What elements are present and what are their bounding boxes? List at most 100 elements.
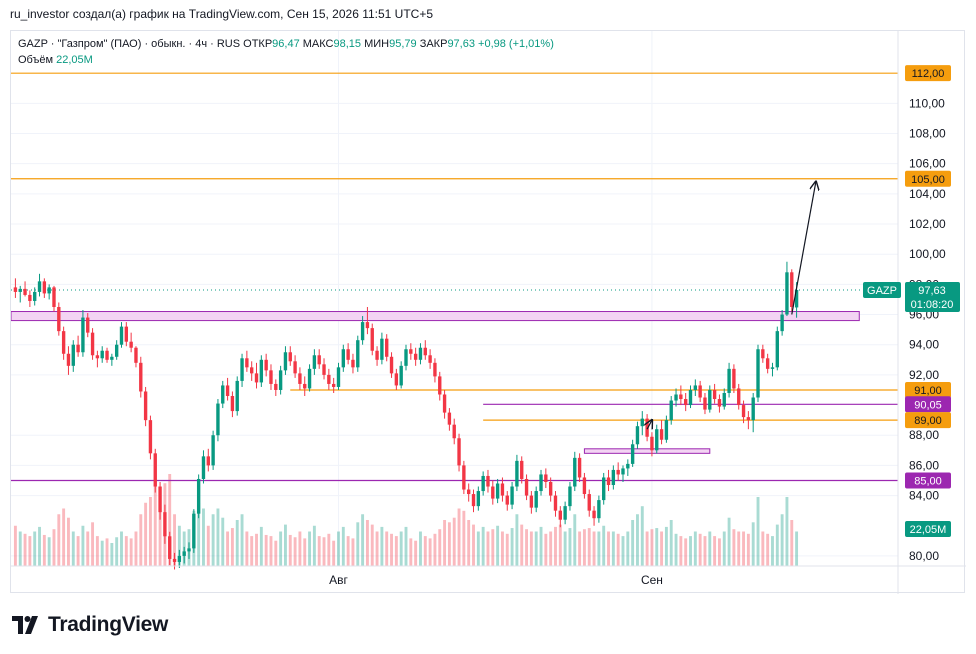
level-tag[interactable] xyxy=(905,396,951,413)
candle-body[interactable] xyxy=(76,344,80,353)
candle-body[interactable] xyxy=(669,400,673,421)
candle-body[interactable] xyxy=(582,477,587,495)
candle-body[interactable] xyxy=(630,444,635,464)
candle-body[interactable] xyxy=(225,385,230,397)
candle-body[interactable] xyxy=(394,373,399,386)
candle-body[interactable] xyxy=(606,477,611,486)
level-tag[interactable] xyxy=(905,472,951,489)
candle-body[interactable] xyxy=(148,420,153,454)
candle-body[interactable] xyxy=(254,373,259,383)
candle-body[interactable] xyxy=(81,317,85,353)
candle-body[interactable] xyxy=(452,424,456,439)
candle-body[interactable] xyxy=(462,465,466,490)
candle-body[interactable] xyxy=(57,307,61,332)
candle-body[interactable] xyxy=(336,367,341,387)
price-chart[interactable]: 80,0084,0086,0088,0092,0094,0096,0098,00… xyxy=(11,31,966,594)
candle-body[interactable] xyxy=(33,291,37,301)
candle-body[interactable] xyxy=(312,355,317,369)
candle-body[interactable] xyxy=(168,536,172,559)
candle-body[interactable] xyxy=(245,358,249,368)
candle-body[interactable] xyxy=(129,341,133,348)
candle-body[interactable] xyxy=(515,460,519,487)
candle-body[interactable] xyxy=(52,287,56,307)
candle-body[interactable] xyxy=(539,474,543,492)
candle-body[interactable] xyxy=(544,474,548,482)
candle-body[interactable] xyxy=(264,359,268,371)
candle-body[interactable] xyxy=(172,558,177,562)
candle-body[interactable] xyxy=(486,475,490,487)
candle-body[interactable] xyxy=(775,331,779,368)
candle-body[interactable] xyxy=(611,469,616,486)
support-zone[interactable] xyxy=(11,311,860,322)
candle-body[interactable] xyxy=(433,362,437,377)
candle-body[interactable] xyxy=(331,383,336,387)
candle-body[interactable] xyxy=(153,453,157,487)
candle-body[interactable] xyxy=(201,456,206,479)
tradingview-logo[interactable]: TradingView xyxy=(12,613,168,637)
candle-body[interactable] xyxy=(307,368,312,389)
candle-body[interactable] xyxy=(143,391,148,421)
candle-body[interactable] xyxy=(360,322,365,341)
candle-body[interactable] xyxy=(481,475,485,492)
candle-body[interactable] xyxy=(505,495,509,505)
candle-body[interactable] xyxy=(761,349,765,359)
candle-body[interactable] xyxy=(438,376,442,395)
candle-body[interactable] xyxy=(741,405,746,418)
candle-body[interactable] xyxy=(95,355,100,359)
candle-body[interactable] xyxy=(66,353,71,366)
candle-body[interactable] xyxy=(746,417,751,421)
candle-body[interactable] xyxy=(134,347,138,363)
candle-body[interactable] xyxy=(471,494,476,507)
candle-body[interactable] xyxy=(553,495,558,511)
candle-body[interactable] xyxy=(317,355,321,365)
candle-body[interactable] xyxy=(182,551,186,556)
candle-body[interactable] xyxy=(770,367,775,369)
candle-body[interactable] xyxy=(23,288,27,295)
candle-body[interactable] xyxy=(476,491,481,507)
candle-body[interactable] xyxy=(573,457,577,487)
candle-body[interactable] xyxy=(177,555,182,562)
candle-body[interactable] xyxy=(703,397,707,410)
candle-body[interactable] xyxy=(457,438,461,466)
candle-body[interactable] xyxy=(683,399,688,406)
candle-body[interactable] xyxy=(341,349,346,368)
candle-body[interactable] xyxy=(283,352,288,371)
candle-body[interactable] xyxy=(722,392,726,407)
candle-body[interactable] xyxy=(216,403,220,436)
candle-body[interactable] xyxy=(534,491,538,508)
candle-body[interactable] xyxy=(163,512,167,537)
candle-body[interactable] xyxy=(756,349,760,398)
candle-body[interactable] xyxy=(616,469,620,475)
candle-body[interactable] xyxy=(278,370,283,390)
candle-body[interactable] xyxy=(196,478,201,514)
volume-tag[interactable] xyxy=(905,521,951,537)
candle-body[interactable] xyxy=(211,435,215,466)
candle-body[interactable] xyxy=(568,486,572,507)
candle-body[interactable] xyxy=(293,361,297,374)
candle-body[interactable] xyxy=(351,359,355,368)
candle-body[interactable] xyxy=(674,394,678,401)
candle-body[interactable] xyxy=(423,347,427,356)
chart-frame[interactable]: 80,0084,0086,0088,0092,0094,0096,0098,00… xyxy=(10,30,966,594)
candle-body[interactable] xyxy=(298,373,302,384)
candle-body[interactable] xyxy=(404,349,408,366)
candle-body[interactable] xyxy=(303,383,307,389)
candle-body[interactable] xyxy=(110,356,114,360)
candle-body[interactable] xyxy=(158,486,162,513)
candle-body[interactable] xyxy=(389,356,394,374)
candle-body[interactable] xyxy=(235,380,239,412)
candle-body[interactable] xyxy=(230,396,235,412)
candle-body[interactable] xyxy=(418,347,423,360)
candle-body[interactable] xyxy=(380,338,384,360)
candle-body[interactable] xyxy=(259,359,264,383)
candle-body[interactable] xyxy=(790,272,794,307)
candle-body[interactable] xyxy=(717,399,722,407)
candle-body[interactable] xyxy=(365,322,370,329)
candle-body[interactable] xyxy=(732,368,736,389)
candle-body[interactable] xyxy=(602,477,606,501)
candle-body[interactable] xyxy=(447,412,452,425)
support-zone[interactable] xyxy=(583,448,711,454)
trend-arrow[interactable] xyxy=(647,420,652,429)
candle-body[interactable] xyxy=(708,389,712,410)
candle-body[interactable] xyxy=(413,353,418,360)
